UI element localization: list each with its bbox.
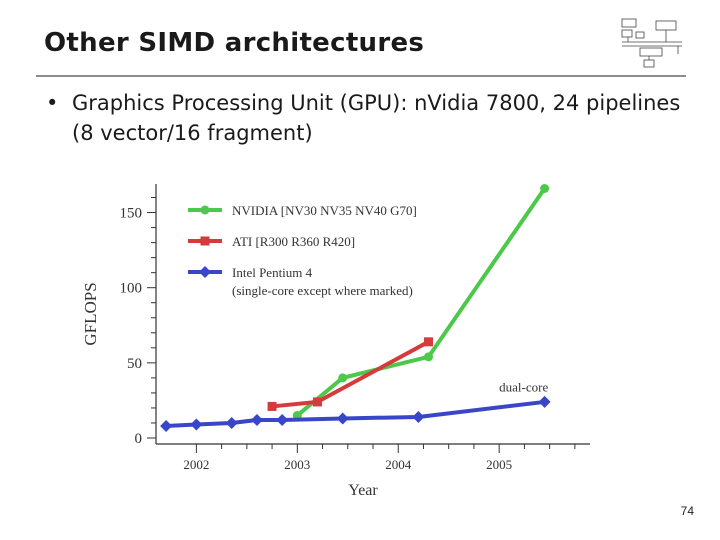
y-tick-label: 150: [120, 206, 143, 222]
series-line-1: [296, 187, 547, 417]
x-axis-label: Year: [348, 482, 378, 499]
gflops-line-chart: 0 50 100 150 2002 2003 2004 2005 Year GFLOPS NVIDI…: [81, 183, 590, 499]
legend-marker: [200, 205, 210, 215]
chart-annotation: dual-core: [499, 379, 548, 394]
legend-label: Intel Pentium 4: [232, 265, 313, 280]
legend-label-line2: (single-core except where marked): [232, 283, 413, 298]
legend-label: NVIDIA [NV30 NV35 NV40 G70]: [232, 203, 417, 218]
legend-label: ATI [R300 R360 R420]: [232, 234, 355, 249]
data-point: [312, 397, 322, 407]
data-point: [225, 416, 238, 429]
x-tick-label: 2002: [183, 457, 209, 472]
series-line-3: [165, 399, 545, 428]
data-point: [538, 395, 551, 408]
data-point: [190, 418, 203, 431]
slide-title: Other SIMD architectures: [44, 28, 425, 58]
data-point: [424, 337, 434, 347]
data-point: [160, 419, 173, 432]
y-tick-label: 0: [135, 431, 143, 447]
bullet-text: Graphics Processing Unit (GPU): nVidia 7…: [72, 91, 681, 145]
page-number: 74: [680, 504, 694, 518]
x-tick-label: 2005: [486, 457, 512, 472]
data-point: [336, 412, 349, 425]
data-point: [540, 183, 550, 193]
data-point: [267, 401, 277, 411]
y-tick-label: 50: [127, 356, 142, 372]
data-point: [424, 352, 434, 362]
legend-marker: [199, 266, 211, 278]
title-divider: [36, 75, 686, 77]
block-diagram-logo: [621, 18, 682, 68]
x-tick-label: 2003: [284, 457, 310, 472]
legend-marker: [200, 236, 210, 246]
data-point: [412, 410, 425, 423]
data-point: [338, 373, 348, 383]
bullet-dot: •: [46, 91, 59, 115]
data-point: [276, 413, 289, 426]
y-axis-label: GFLOPS: [81, 282, 100, 345]
x-tick-label: 2004: [385, 457, 412, 472]
data-point: [250, 413, 263, 426]
y-tick-label: 100: [120, 281, 143, 297]
